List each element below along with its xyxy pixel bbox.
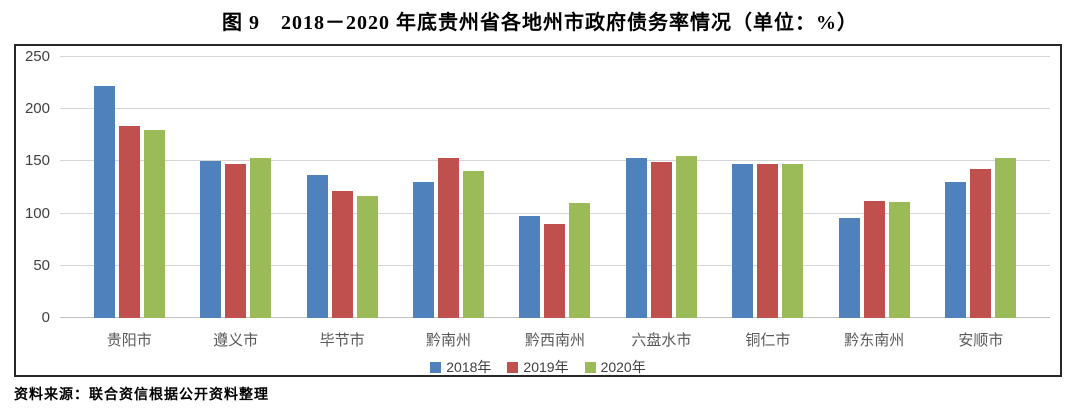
bar-遵义市-2020年: [250, 158, 272, 318]
bar-黔东南州-2020年: [888, 202, 910, 318]
bar-group-遵义市: [182, 57, 288, 318]
bar-group-安顺市: [928, 57, 1034, 318]
bar-黔东南州-2019年: [863, 201, 885, 318]
bar-黔西南州-2020年: [569, 203, 591, 318]
bar-黔南州-2018年: [413, 182, 435, 318]
bar-黔南州-2020年: [463, 170, 485, 318]
x-tick-label-黔南州: 黔南州: [426, 332, 472, 349]
bar-遵义市-2018年: [200, 161, 222, 318]
gridline-100: [60, 212, 1050, 214]
plot-area: [60, 56, 1050, 318]
bar-黔西南州-2019年: [544, 224, 566, 318]
legend-item-2020年: 2020年: [584, 357, 646, 377]
chart-frame: 0 50 100 150 200 250 贵阳市 遵义市 毕节市 黔南州 黔西南州 六盘水市 铜仁市 黔…: [14, 44, 1062, 377]
bar-铜仁市-2020年: [782, 163, 804, 318]
legend-swatch-icon: [430, 361, 442, 373]
bar-六盘水市-2019年: [650, 162, 672, 318]
legend-label: 2019年: [523, 359, 569, 375]
legend-label: 2018年: [446, 359, 492, 375]
x-axis-labels: 贵阳市 遵义市 毕节市 黔南州 黔西南州 六盘水市 铜仁市 黔东南州 安顺市: [76, 329, 1034, 350]
x-tick-label-遵义市: 遵义市: [213, 332, 259, 349]
legend-label: 2020年: [600, 359, 646, 375]
bar-group-贵阳市: [76, 57, 182, 318]
gridline-250: [60, 56, 1050, 57]
legend-swatch-icon: [507, 361, 519, 373]
y-tick-label-150: 150: [24, 152, 50, 170]
legend-item-2018年: 2018年: [430, 357, 491, 377]
bar-黔南州-2019年: [438, 158, 460, 318]
bar-安顺市-2019年: [970, 168, 992, 318]
gridline-150: [60, 160, 1050, 162]
bar-贵阳市-2020年: [143, 130, 165, 318]
y-tick-label-50: 50: [33, 256, 50, 274]
bar-铜仁市-2018年: [732, 163, 754, 318]
y-tick-label-200: 200: [24, 100, 50, 118]
bar-毕节市-2020年: [356, 195, 378, 318]
bar-贵阳市-2018年: [93, 86, 115, 318]
bar-group-毕节市: [289, 57, 395, 318]
x-tick-label-毕节市: 毕节市: [319, 332, 365, 349]
bar-遵义市-2019年: [225, 163, 247, 318]
bar-黔东南州-2018年: [838, 217, 860, 318]
y-axis-labels: 0 50 100 150 200 250: [16, 49, 56, 326]
bar-六盘水市-2018年: [625, 158, 647, 318]
bar-groups: [76, 57, 1034, 318]
chart-title: 图 9 2018－2020 年底贵州省各地州市政府债务率情况（单位：%）: [222, 12, 858, 34]
gridline-200: [60, 108, 1050, 110]
bar-group-黔西南州: [502, 57, 608, 318]
bar-毕节市-2018年: [306, 174, 328, 318]
y-tick-label-0: 0: [41, 309, 50, 326]
bar-group-黔东南州: [821, 57, 927, 318]
x-tick-label-铜仁市: 铜仁市: [745, 332, 791, 349]
x-tick-label-六盘水市: 六盘水市: [631, 332, 692, 349]
source-note: 资料来源：联合资信根据公开资料整理: [14, 388, 269, 403]
legend-swatch-icon: [584, 361, 596, 373]
bar-安顺市-2020年: [995, 158, 1017, 318]
bar-黔西南州-2018年: [519, 215, 541, 318]
bar-毕节市-2019年: [331, 190, 353, 318]
x-tick-label-黔东南州: 黔东南州: [844, 332, 905, 349]
bar-铜仁市-2019年: [757, 163, 779, 318]
legend: 2018年 2019年 2020年: [16, 357, 1060, 377]
legend-item-2019年: 2019年: [507, 357, 569, 377]
bar-group-六盘水市: [608, 57, 714, 318]
y-tick-label-100: 100: [24, 204, 50, 222]
x-tick-label-安顺市: 安顺市: [958, 332, 1004, 349]
bar-贵阳市-2019年: [118, 125, 140, 318]
bar-group-铜仁市: [715, 57, 821, 318]
x-tick-label-贵阳市: 贵阳市: [106, 332, 152, 349]
y-tick-label-250: 250: [24, 48, 50, 65]
bar-六盘水市-2020年: [675, 156, 697, 318]
bar-group-黔南州: [395, 57, 501, 318]
x-tick-label-黔西南州: 黔西南州: [524, 332, 585, 349]
bar-安顺市-2018年: [945, 182, 967, 318]
